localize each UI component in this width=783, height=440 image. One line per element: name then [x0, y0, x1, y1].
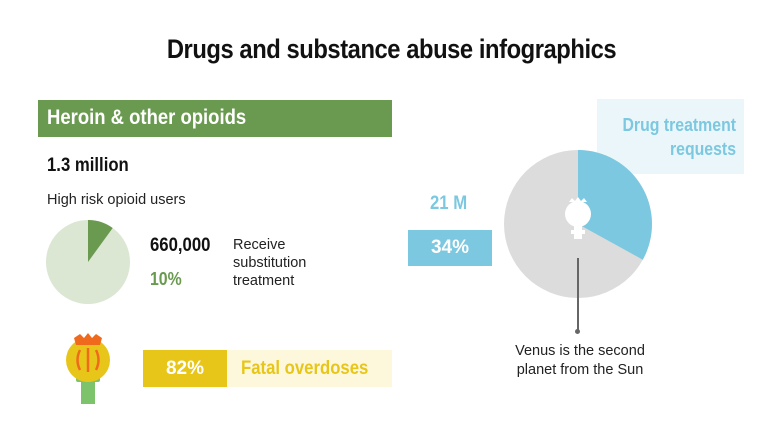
treatment-caption: Venus is the second planet from the Sun — [515, 343, 645, 378]
total-users-label: High risk opioid users — [47, 192, 186, 208]
opioid-pie-chart — [46, 220, 130, 304]
fatal-label-box: Fatal overdoses — [227, 350, 392, 387]
substitution-label: Receive substitution treatment — [233, 237, 307, 289]
substitution-count: 660,000 — [150, 235, 211, 256]
section-banner-opioids: Heroin & other opioids — [38, 100, 392, 137]
poppy-center-icon — [565, 197, 591, 239]
treatment-label-box: Drug treatment requests — [597, 99, 744, 174]
fatal-percent-badge: 82% — [143, 350, 227, 387]
treatment-pie-chart — [504, 150, 652, 298]
page-title: Drugs and substance abuse infographics — [166, 34, 617, 64]
section-banner-label: Heroin & other opioids — [47, 106, 247, 129]
treatment-percent-badge: 34% — [408, 230, 492, 266]
caption-pointer-line — [577, 258, 579, 332]
poppy-icon — [66, 333, 110, 404]
substitution-percent: 10% — [150, 269, 182, 289]
treatment-total: 21 M — [430, 193, 468, 214]
caption-pointer-dot — [575, 329, 580, 334]
total-users-stat: 1.3 million — [47, 155, 129, 176]
